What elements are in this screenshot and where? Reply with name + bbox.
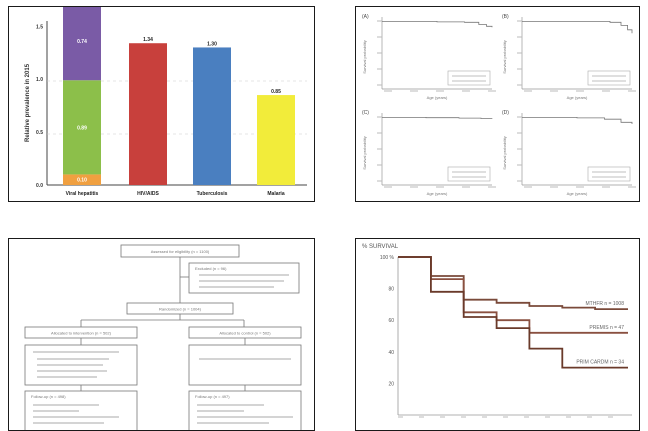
km-y-label: Survival probability	[502, 40, 507, 74]
survival-chart-panel: % SURVIVAL 100 % 80 60 40 20 MTHFR n = 1008 P…	[355, 238, 640, 431]
km-panel-label: (A)	[362, 14, 369, 20]
km-legend-box	[587, 166, 631, 182]
y-tick-label: 0.5	[36, 130, 43, 136]
km-legend-box	[587, 70, 631, 86]
bar-segment	[63, 80, 101, 175]
km-panel-label: (C)	[362, 110, 369, 116]
y-tick-label: 1.5	[36, 24, 43, 30]
bar-value-label: 1.30	[207, 41, 217, 47]
bar-value-label: 1.34	[143, 37, 153, 43]
segment-label: 0.89	[77, 125, 87, 131]
km-panel: (B) Survival probability Age (years)	[502, 14, 636, 100]
flow-text-followup-left: Follow-up (n = 498)	[31, 394, 66, 399]
survival-curve	[398, 256, 628, 310]
survival-legend-label: PRIM CARDM n = 34	[576, 360, 624, 366]
km-curve	[522, 21, 633, 34]
km-curve	[522, 117, 633, 124]
km-curve	[382, 21, 493, 28]
bar	[193, 47, 231, 185]
km-panel: (C) Survival probability Age (years)	[362, 110, 496, 196]
km-legend-box	[447, 166, 491, 182]
bar-segment	[63, 7, 101, 81]
km-grid: (A) Survival probability Age (years) (B) Sur…	[362, 14, 636, 196]
survival-legend-label: MTHFR n = 1008	[586, 301, 625, 307]
y-axis-label: Relative prevalence in 2015	[25, 63, 31, 142]
flow-text-alloc-left: Allocated to intervention (n = 502)	[51, 331, 112, 336]
bar-value-label: 0.85	[271, 89, 281, 95]
survival-legend-label: PREMIS n = 47	[589, 325, 624, 331]
survival-y-label: % SURVIVAL	[362, 244, 399, 250]
km-y-label: Survival probability	[362, 136, 367, 170]
flow-text-alloc-right: Allocated to control (n = 502)	[219, 331, 271, 336]
km-y-label: Survival probability	[362, 40, 367, 74]
category-label: Malaria	[267, 191, 284, 197]
flow-box-excluded	[188, 262, 300, 294]
y-tick-label: 1.0	[36, 77, 43, 83]
bar	[257, 95, 295, 185]
flow-text-excluded: Excluded (n = 96)	[195, 266, 227, 271]
survival-y-tick: 100 %	[380, 255, 395, 261]
flowchart: Assessed for eligibility (n = 1100) Excl…	[24, 244, 302, 430]
y-tick-label: 0.0	[36, 183, 43, 189]
km-x-label: Age (years)	[567, 95, 588, 100]
segment-label: 0.74	[77, 39, 87, 45]
km-x-label: Age (years)	[427, 95, 448, 100]
survival-curve	[398, 256, 628, 369]
survival-y-tick: 20	[388, 381, 394, 387]
bar	[129, 43, 167, 185]
flow-box-detail-right	[188, 344, 302, 386]
km-legend-box	[447, 70, 491, 86]
km-panels: (A) Survival probability Age (years) (B) Sur…	[355, 6, 640, 202]
flow-text-followup-right: Follow-up (n = 497)	[195, 394, 230, 399]
bar-segment	[63, 174, 101, 185]
category-label: Viral hepatitis	[66, 191, 99, 197]
bar-chart: Relative prevalence in 2015 0.0 0.5 1.0 1.5…	[25, 7, 307, 197]
survival-curve	[398, 256, 628, 334]
segment-label: 0.10	[77, 178, 87, 184]
category-label: Tuberculosis	[197, 191, 228, 197]
km-panel: (A) Survival probability Age (years)	[362, 14, 496, 100]
km-panel: (D) Survival probability Age (years)	[502, 110, 636, 196]
survival-y-tick: 40	[388, 350, 394, 356]
km-panel-label: (B)	[502, 14, 509, 20]
survival-chart: % SURVIVAL 100 % 80 60 40 20 MTHFR n = 1008 P…	[362, 244, 632, 418]
km-panel-label: (D)	[502, 110, 509, 116]
km-x-label: Age (years)	[567, 191, 588, 196]
flow-text-randomized: Randomized (n = 1004)	[159, 307, 202, 312]
km-y-label: Survival probability	[502, 136, 507, 170]
km-curve	[382, 117, 493, 119]
category-label: HIV/AIDS	[137, 191, 159, 197]
survival-y-tick: 80	[388, 287, 394, 293]
bar-chart-panel: Relative prevalence in 2015 0.0 0.5 1.0 1.5…	[8, 6, 315, 202]
flowchart-panel: Assessed for eligibility (n = 1100) Excl…	[8, 238, 315, 431]
km-x-label: Age (years)	[427, 191, 448, 196]
survival-y-tick: 60	[388, 318, 394, 324]
flow-text-assessed: Assessed for eligibility (n = 1100)	[151, 249, 210, 254]
